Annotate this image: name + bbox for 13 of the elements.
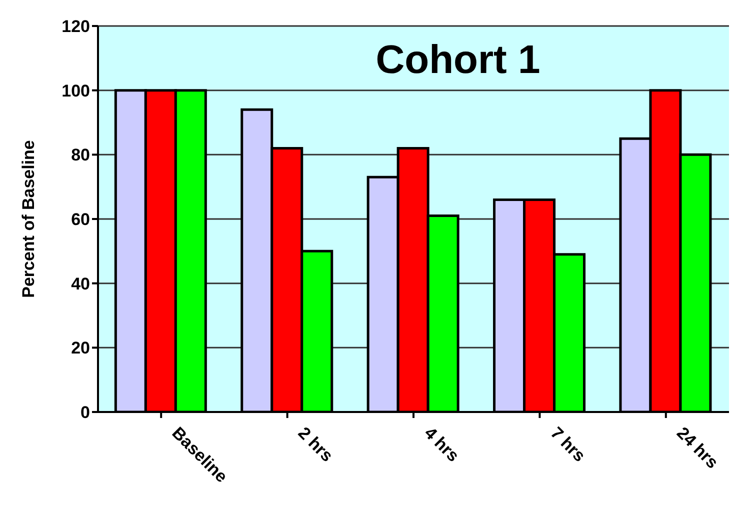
x-tick-label: 7 hrs (546, 423, 590, 466)
y-tick-label: 20 (71, 338, 90, 358)
y-tick-label: 100 (62, 81, 90, 100)
x-tick-label: 2 hrs (294, 423, 337, 466)
y-axis-title: Percent of Baseline (19, 140, 38, 298)
x-tick-label: 4 hrs (420, 423, 463, 466)
y-tick-label: 40 (71, 274, 90, 294)
y-tick-label: 60 (71, 210, 90, 230)
y-tick-label: 120 (62, 17, 90, 36)
x-tick-label: 24 hrs (673, 423, 722, 472)
y-tick-label: 0 (80, 403, 90, 422)
chart-title: Cohort 1 (374, 38, 542, 83)
y-tick-label: 80 (71, 146, 90, 165)
